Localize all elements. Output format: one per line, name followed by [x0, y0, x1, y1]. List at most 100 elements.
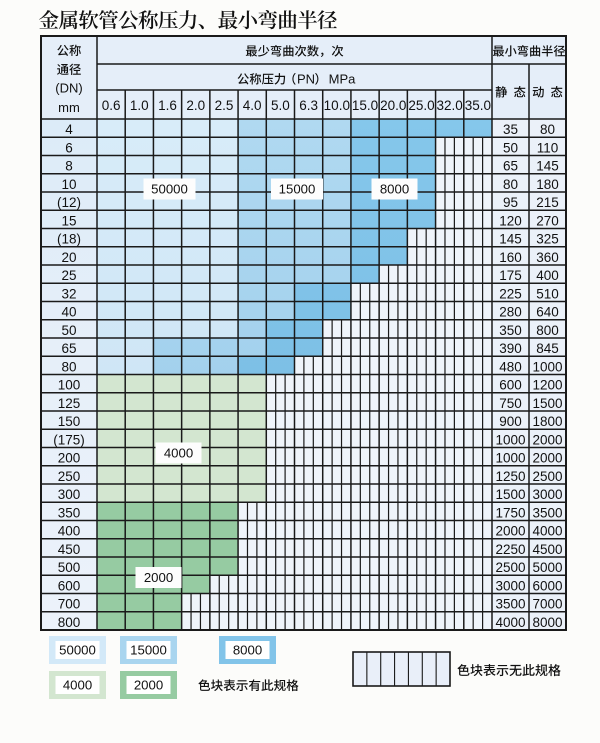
svg-text:4000: 4000 [495, 615, 525, 630]
svg-text:1800: 1800 [532, 414, 562, 429]
svg-text:25.0: 25.0 [408, 98, 434, 113]
svg-text:450: 450 [58, 542, 81, 557]
svg-text:15.0: 15.0 [352, 98, 378, 113]
svg-text:(18): (18) [57, 232, 81, 247]
svg-text:mm: mm [58, 100, 80, 115]
svg-text:50: 50 [503, 140, 518, 155]
svg-text:80: 80 [503, 177, 518, 192]
svg-text:25: 25 [61, 268, 76, 283]
svg-text:3500: 3500 [532, 505, 562, 520]
svg-text:1000: 1000 [532, 359, 562, 374]
svg-text:325: 325 [536, 232, 559, 247]
svg-text:480: 480 [499, 359, 522, 374]
svg-text:5000: 5000 [532, 560, 562, 575]
svg-text:6000: 6000 [532, 578, 562, 593]
svg-text:10: 10 [61, 177, 76, 192]
svg-text:500: 500 [58, 560, 81, 575]
svg-text:160: 160 [499, 250, 522, 265]
svg-text:2000: 2000 [144, 570, 173, 585]
svg-text:80: 80 [61, 359, 76, 374]
svg-text:2000: 2000 [495, 524, 525, 539]
svg-text:50000: 50000 [59, 643, 96, 658]
svg-text:750: 750 [499, 396, 522, 411]
svg-text:35.0: 35.0 [465, 98, 491, 113]
svg-text:6: 6 [65, 140, 73, 155]
svg-text:6.3: 6.3 [299, 98, 318, 113]
svg-text:2500: 2500 [495, 560, 525, 575]
svg-text:(12): (12) [57, 195, 81, 210]
svg-text:7000: 7000 [532, 597, 562, 612]
svg-text:50000: 50000 [151, 182, 188, 197]
svg-text:125: 125 [58, 396, 81, 411]
svg-text:1.6: 1.6 [158, 98, 177, 113]
svg-text:3000: 3000 [532, 487, 562, 502]
svg-text:1500: 1500 [532, 396, 562, 411]
svg-text:32.0: 32.0 [437, 98, 463, 113]
svg-text:3500: 3500 [495, 597, 525, 612]
svg-text:35: 35 [503, 122, 518, 137]
svg-text:1.0: 1.0 [130, 98, 149, 113]
svg-text:510: 510 [536, 286, 559, 301]
svg-text:390: 390 [499, 341, 522, 356]
svg-text:270: 270 [536, 213, 559, 228]
svg-text:40: 40 [61, 305, 76, 320]
svg-text:1000: 1000 [495, 432, 525, 447]
svg-text:800: 800 [58, 615, 81, 630]
svg-text:215: 215 [536, 195, 559, 210]
svg-text:2250: 2250 [495, 542, 525, 557]
svg-text:700: 700 [58, 597, 81, 612]
svg-text:600: 600 [499, 378, 522, 393]
svg-text:400: 400 [58, 524, 81, 539]
svg-text:900: 900 [499, 414, 522, 429]
svg-text:5.0: 5.0 [271, 98, 290, 113]
svg-text:110: 110 [537, 140, 559, 155]
svg-text:300: 300 [58, 487, 81, 502]
svg-text:640: 640 [536, 305, 559, 320]
svg-text:32: 32 [61, 286, 76, 301]
svg-text:2000: 2000 [134, 678, 163, 693]
svg-text:350: 350 [58, 505, 81, 520]
svg-text:8: 8 [65, 159, 73, 174]
svg-text:360: 360 [536, 250, 559, 265]
svg-text:1250: 1250 [495, 469, 525, 484]
svg-text:65: 65 [503, 159, 518, 174]
svg-text:15: 15 [61, 213, 76, 228]
svg-text:65: 65 [61, 341, 76, 356]
svg-text:100: 100 [58, 378, 81, 393]
svg-text:1000: 1000 [495, 451, 525, 466]
svg-text:10.0: 10.0 [324, 98, 350, 113]
svg-text:(DN): (DN) [55, 81, 82, 96]
svg-text:15000: 15000 [279, 182, 316, 197]
svg-text:4.0: 4.0 [243, 98, 262, 113]
svg-text:225: 225 [499, 286, 522, 301]
svg-text:80: 80 [540, 122, 555, 137]
svg-text:15000: 15000 [130, 643, 167, 658]
svg-text:20: 20 [61, 250, 76, 265]
svg-text:145: 145 [499, 232, 522, 247]
svg-text:2.5: 2.5 [215, 98, 234, 113]
svg-text:4000: 4000 [164, 446, 193, 461]
svg-text:4000: 4000 [63, 678, 92, 693]
svg-text:2000: 2000 [532, 451, 562, 466]
svg-text:180: 180 [536, 177, 559, 192]
svg-text:4500: 4500 [532, 542, 562, 557]
svg-text:600: 600 [58, 578, 81, 593]
svg-text:120: 120 [499, 213, 522, 228]
svg-text:0.6: 0.6 [102, 98, 121, 113]
svg-text:400: 400 [536, 268, 559, 283]
svg-text:1200: 1200 [532, 378, 562, 393]
svg-text:250: 250 [58, 469, 81, 484]
svg-text:8000: 8000 [233, 643, 262, 658]
svg-text:200: 200 [58, 451, 81, 466]
svg-text:4: 4 [65, 122, 73, 137]
svg-text:MPa: MPa [329, 72, 357, 87]
svg-text:845: 845 [536, 341, 559, 356]
svg-text:50: 50 [61, 323, 76, 338]
svg-text:PN: PN [297, 72, 315, 87]
svg-text:(175): (175) [53, 432, 85, 447]
svg-text:2500: 2500 [532, 469, 562, 484]
svg-text:150: 150 [58, 414, 81, 429]
svg-text:1750: 1750 [495, 505, 525, 520]
svg-text:2000: 2000 [532, 432, 562, 447]
svg-text:95: 95 [503, 195, 518, 210]
